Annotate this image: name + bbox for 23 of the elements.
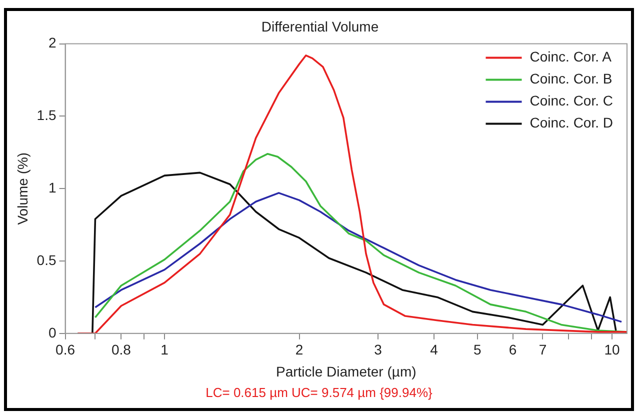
x-tick-label: 7	[538, 342, 547, 358]
y-tick-label: 2	[48, 34, 56, 51]
chart-title: Differential Volume	[261, 18, 379, 34]
y-axis-title: Volume (%)	[14, 152, 30, 225]
x-tick-label: 0.6	[56, 342, 76, 358]
x-tick-label: 5	[473, 342, 482, 358]
x-axis-title: Particle Diameter (µm)	[276, 363, 416, 380]
x-tick-label: 0.8	[111, 342, 132, 358]
y-tick-label: 1.5	[36, 107, 56, 124]
y-tick-label: 1	[48, 179, 56, 196]
x-tick-label: 3	[374, 342, 382, 358]
y-tick-label: 0.5	[36, 252, 56, 268]
x-tick-label: 6	[508, 342, 517, 358]
legend-label: Coinc. Cor. C	[530, 92, 613, 109]
x-tick-label: 1	[160, 342, 169, 358]
text: LC= 0.615 µm UC= 9.574 µm {99.94%}	[204, 385, 434, 400]
x-tick-label: 4	[430, 342, 438, 358]
legend-label: Coinc. Cor. B	[530, 70, 612, 87]
x-tick-label: 10	[604, 342, 620, 358]
y-tick-label: 0	[48, 324, 56, 340]
x-tick-label: 2	[295, 342, 304, 358]
legend-label: Coinc. Cor. D	[530, 114, 613, 131]
legend-label: Coinc. Cor. A	[530, 48, 612, 65]
